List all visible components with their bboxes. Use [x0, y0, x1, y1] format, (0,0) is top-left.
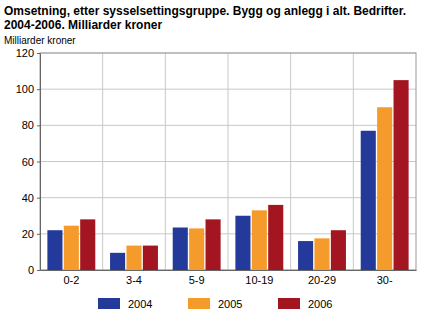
- y-tick: 80: [22, 119, 40, 131]
- x-tick-label: 20-29: [308, 274, 336, 286]
- chart: Omsetning, etter sysselsettingsgruppe. B…: [0, 0, 426, 324]
- legend-label: 2004: [128, 298, 152, 310]
- y-tick-mark: [37, 89, 40, 90]
- bar: [377, 107, 392, 270]
- title: Omsetning, etter sysselsettingsgruppe. B…: [4, 4, 406, 32]
- category-separator: [228, 53, 229, 270]
- y-tick: 100: [16, 83, 40, 95]
- x-tick: 3-4: [126, 270, 142, 286]
- y-tick-mark: [37, 162, 40, 163]
- bar: [110, 253, 125, 270]
- x-axis: 0-2 3-4 5-9 10-19 20-29 30-: [41, 270, 417, 286]
- x-tick-label: 5-9: [189, 274, 205, 286]
- y-tick-label: 40: [22, 192, 34, 204]
- y-tick: 20: [22, 228, 40, 240]
- bar: [252, 210, 267, 270]
- bar: [173, 228, 188, 270]
- bar: [268, 205, 283, 270]
- x-axis-line: [41, 270, 417, 271]
- y-tick-label: 120: [16, 47, 34, 59]
- bar: [47, 230, 62, 270]
- legend: 2004 2005 2006: [98, 298, 332, 310]
- category-separators: [103, 53, 354, 270]
- legend-label: 2006: [308, 298, 332, 310]
- y-tick-mark: [37, 53, 40, 54]
- bar: [394, 80, 409, 270]
- plot-frame: [40, 53, 416, 270]
- y-tick-mark: [37, 234, 40, 235]
- x-tick-label: 0-2: [63, 274, 79, 286]
- y-axis: 0 20 40 60 80 100 120: [16, 47, 41, 276]
- bar: [331, 230, 346, 270]
- bar: [235, 216, 250, 270]
- plot: 0 20 40 60 80 100 120 0-2 3-4 5-9 10-19 20-29 30-: [16, 47, 417, 286]
- bar: [143, 246, 158, 270]
- y-tick-label: 60: [22, 156, 34, 168]
- x-tick: 10-19: [245, 270, 273, 286]
- x-tick-label: 10-19: [245, 274, 273, 286]
- category-separator: [290, 53, 291, 270]
- x-tick: 30-: [377, 270, 393, 286]
- y-tick: 60: [22, 156, 40, 168]
- bar: [80, 219, 95, 270]
- y-tick: 40: [22, 192, 40, 204]
- y-tick: 120: [16, 47, 40, 59]
- bar: [206, 219, 221, 270]
- grid: [40, 53, 416, 270]
- bar: [314, 238, 329, 270]
- y-axis-title: Milliarder kroner: [4, 35, 76, 46]
- bar: [126, 246, 141, 270]
- x-tick: 0-2: [63, 270, 79, 286]
- x-tick-label: 30-: [377, 274, 393, 286]
- y-tick: 0: [28, 264, 40, 276]
- legend-swatch: [278, 298, 300, 309]
- bar: [189, 228, 204, 270]
- bar: [298, 241, 313, 270]
- bars: [47, 80, 408, 270]
- x-tick: 20-29: [308, 270, 336, 286]
- legend-swatch: [188, 298, 210, 309]
- category-separator: [102, 53, 103, 270]
- legend-label: 2005: [218, 298, 242, 310]
- category-separator: [165, 53, 166, 270]
- bar: [361, 131, 376, 270]
- y-tick-label: 0: [28, 264, 34, 276]
- x-tick: 5-9: [189, 270, 205, 286]
- y-tick-label: 80: [22, 119, 34, 131]
- y-tick-label: 100: [16, 83, 34, 95]
- bar: [64, 226, 79, 270]
- x-tick-label: 3-4: [126, 274, 142, 286]
- y-tick-mark: [37, 270, 40, 271]
- y-axis-line: [40, 54, 41, 271]
- y-tick-label: 20: [22, 228, 34, 240]
- y-tick-mark: [37, 198, 40, 199]
- category-separator: [353, 53, 354, 270]
- legend-swatch: [98, 298, 120, 309]
- y-tick-mark: [37, 125, 40, 126]
